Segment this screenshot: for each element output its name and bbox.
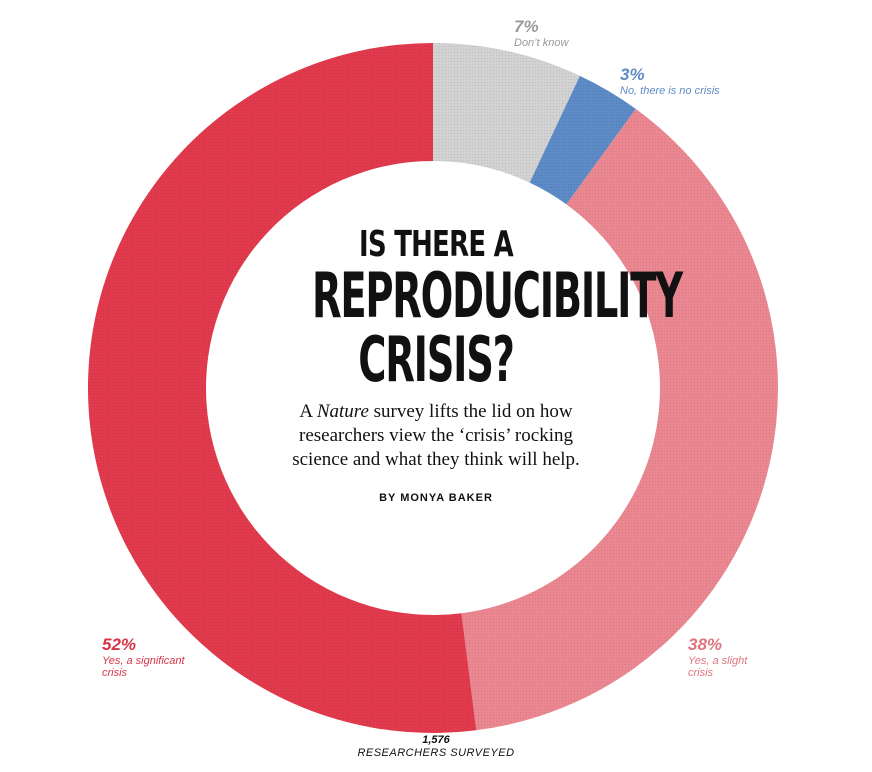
slice-no-crisis-texture [529,75,636,205]
title-line-3: CRISIS? [358,323,515,396]
subtitle-italic: Nature [316,401,369,422]
label-no-crisis-text: No, there is no crisis [620,84,720,97]
slice-significant-crisis-texture [88,43,477,733]
title-line-2: REPRODUCIBILITY [312,259,683,332]
respondents-label: RESEARCHERS SURVEYED [357,747,515,759]
slice-slight-crisis-texture [461,108,779,731]
label-dont-know: 7% Don’t know [514,17,569,49]
label-slight-crisis: 38% Yes, a slight crisis [688,635,748,679]
label-no-crisis-value: 3% [620,65,645,84]
label-significant-crisis-value: 52% [102,635,137,654]
title-line-1: IS THERE A [359,224,514,265]
subtitle-post: survey lifts the lid on how researchers … [292,401,580,470]
byline: BY MONYA BAKER [379,492,493,504]
center-text: IS THERE A REPRODUCIBILITY CRISIS? A Nat… [236,224,683,505]
slice-dont-know-texture [433,43,580,183]
label-slight-crisis-value: 38% [688,635,723,654]
respondents-note: 1,576 RESEARCHERS SURVEYED [300,734,572,760]
label-dont-know-text: Don’t know [514,36,569,49]
subtitle-pre: A [299,401,317,422]
label-slight-crisis-text: Yes, a slight crisis [688,654,748,679]
subtitle: A Nature survey lifts the lid on how res… [292,400,580,472]
slices-group [88,43,779,733]
label-dont-know-value: 7% [514,17,539,36]
respondents-count: 1,576 [422,734,450,746]
label-significant-crisis: 52% Yes, a significant crisis [102,635,185,679]
label-significant-crisis-text: Yes, a significant crisis [102,654,185,679]
label-no-crisis: 3% No, there is no crisis [620,65,720,97]
